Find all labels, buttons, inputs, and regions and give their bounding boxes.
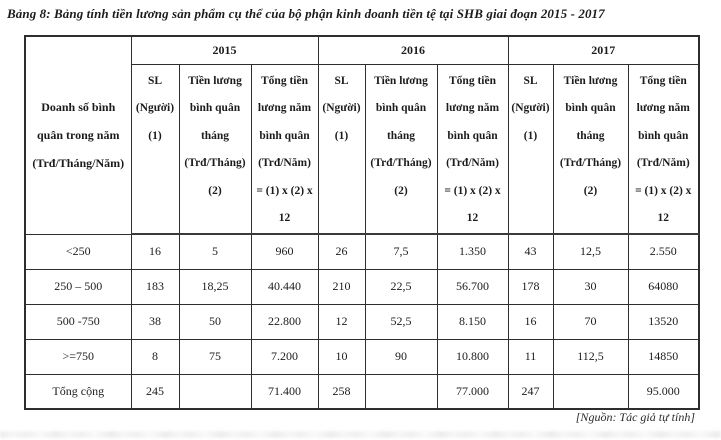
col-header-sl-2015: SL (Người) (1)	[130, 63, 180, 235]
col-header-tongtien-2017: Tổng tiền lương năm bình quân (Trđ/Năm) …	[627, 63, 700, 235]
data-cell: 210	[317, 268, 366, 305]
data-cell: 112,5	[552, 338, 629, 375]
data-cell: 56.700	[436, 268, 509, 305]
data-cell: 960	[250, 233, 319, 270]
data-cell: 71.400	[250, 373, 319, 410]
data-cell: 16	[130, 233, 180, 270]
data-cell: 7,5	[364, 233, 438, 270]
data-cell: 7.200	[250, 338, 319, 375]
data-cell: 50	[178, 303, 252, 340]
data-cell	[364, 373, 438, 410]
data-cell: 11	[507, 338, 554, 375]
col-header-tongtien-2015: Tổng tiền lương năm bình quân (Trđ/Năm) …	[250, 63, 319, 235]
data-cell: 90	[364, 338, 438, 375]
data-cell: 75	[178, 338, 252, 375]
data-cell	[552, 373, 629, 410]
data-cell: 10.800	[436, 338, 509, 375]
data-cell: 2.550	[627, 233, 700, 270]
data-cell	[178, 373, 252, 410]
data-cell: 14850	[627, 338, 700, 375]
col-header-sl-2016: SL (Người) (1)	[317, 63, 366, 235]
col-header-tongtien-2016: Tổng tiền lương năm bình quân (Trđ/Năm) …	[436, 63, 509, 235]
data-cell: 64080	[627, 268, 700, 305]
data-cell: 178	[507, 268, 554, 305]
col-header-tienluong-2016: Tiền lương bình quân tháng (Trđ/Tháng) (…	[364, 63, 438, 235]
row-label: 250 – 500	[24, 268, 132, 305]
data-cell: 247	[507, 373, 554, 410]
sub-header-row: SL (Người) (1) Tiền lương bình quân thán…	[25, 63, 700, 235]
data-cell: 38	[130, 303, 180, 340]
data-cell: 12	[317, 303, 366, 340]
data-cell: 5	[178, 233, 252, 270]
data-cell: 43	[507, 233, 554, 270]
col-header-sl-2017: SL (Người) (1)	[507, 63, 554, 235]
data-cell: 258	[317, 373, 366, 410]
data-cell: 16	[507, 303, 554, 340]
data-cell: 1.350	[436, 233, 509, 270]
data-cell: 40.440	[250, 268, 319, 305]
source-note: [Nguồn: Tác giả tự tính]	[575, 410, 695, 424]
row-label: >=750	[24, 338, 132, 375]
data-cell: 13520	[627, 303, 700, 340]
data-cell: 95.000	[627, 373, 700, 410]
data-cell: 52,5	[364, 303, 438, 340]
table-row: <250 16 5 960 26 7,5 1.350 43 12,5 2.550	[24, 233, 700, 270]
data-cell: 12,5	[552, 233, 629, 270]
col-header-tienluong-2017: Tiền lương bình quân tháng (Trđ/Tháng) (…	[552, 63, 629, 235]
total-row: Tổng cộng 245 71.400 258 77.000 247 95.0…	[24, 373, 700, 410]
year-header-2016: 2016	[317, 35, 509, 65]
data-cell: 70	[552, 303, 629, 340]
row-header-line: quân trong năm	[37, 128, 120, 143]
year-header-row: Doanh số bình quân trong năm (Trđ/Tháng/…	[24, 35, 700, 235]
data-cell: 8.150	[436, 303, 509, 340]
row-label: Tổng cộng	[24, 373, 132, 410]
data-cell: 22.800	[250, 303, 319, 340]
year-header-2017: 2017	[507, 35, 700, 65]
data-cell: 245	[130, 373, 180, 410]
table-row: >=750 8 75 7.200 10 90 10.800 11 112,5 1…	[24, 338, 700, 375]
year-header-2015: 2015	[130, 35, 319, 65]
data-cell: 8	[130, 338, 180, 375]
row-header-line: (Trđ/Tháng/Năm)	[32, 156, 125, 171]
row-header-cell: Doanh số bình quân trong năm (Trđ/Tháng/…	[24, 35, 132, 235]
data-cell: 22,5	[364, 268, 438, 305]
data-cell: 77.000	[436, 373, 509, 410]
data-cell: 10	[317, 338, 366, 375]
table-row: 500 -750 38 50 22.800 12 52,5 8.150 16 7…	[24, 303, 700, 340]
row-label: <250	[24, 233, 132, 270]
data-cell: 18,25	[178, 268, 252, 305]
data-cell: 183	[130, 268, 180, 305]
salary-table: Doanh số bình quân trong năm (Trđ/Tháng/…	[24, 35, 700, 410]
cut-off-content-strip	[0, 431, 721, 438]
table-caption: Bảng 8: Bảng tính tiền lương sản phẩm cụ…	[7, 6, 605, 21]
data-cell: 30	[552, 268, 629, 305]
col-header-tienluong-2015: Tiền lương bình quân tháng (Trđ/Tháng) (…	[178, 63, 252, 235]
row-label: 500 -750	[24, 303, 132, 340]
table-row: 250 – 500 183 18,25 40.440 210 22,5 56.7…	[24, 268, 700, 305]
data-cell: 26	[317, 233, 366, 270]
row-header-line: Doanh số bình	[41, 100, 116, 115]
